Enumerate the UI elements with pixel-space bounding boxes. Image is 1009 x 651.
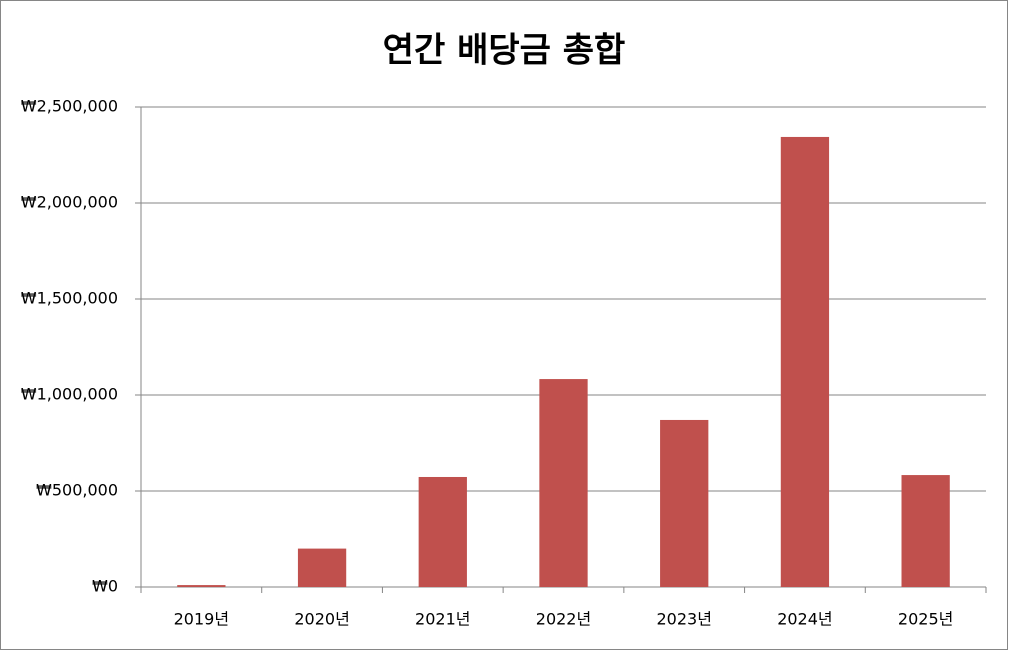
- y-tick-label: ₩2,000,000: [21, 193, 118, 212]
- bar: [177, 585, 226, 587]
- x-tick-label: 2021년: [415, 610, 470, 629]
- x-tick-label: 2020년: [294, 610, 349, 629]
- x-tick-label: 2024년: [777, 610, 832, 629]
- bar: [539, 379, 588, 587]
- x-tick-label: 2019년: [174, 610, 229, 629]
- bar: [660, 419, 709, 587]
- y-tick-label: ₩1,500,000: [21, 289, 118, 308]
- bar: [901, 475, 950, 587]
- y-tick-label: ₩500,000: [36, 481, 118, 500]
- bar: [418, 476, 467, 587]
- x-tick-label: 2023년: [656, 610, 711, 629]
- y-tick-label: ₩0: [92, 577, 118, 596]
- bar: [297, 548, 347, 587]
- bar: [780, 136, 830, 587]
- y-tick-label: ₩1,000,000: [21, 385, 118, 404]
- y-tick-label: ₩2,500,000: [21, 97, 118, 116]
- x-tick-label: 2025년: [898, 610, 953, 629]
- x-tick-label: 2022년: [536, 610, 591, 629]
- chart-title: 연간 배당금 총합: [383, 31, 626, 71]
